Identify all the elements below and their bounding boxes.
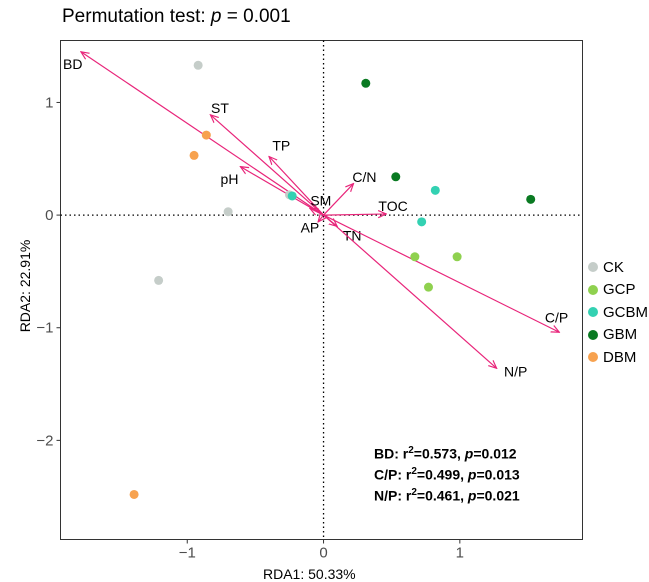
arrow-tp [269,157,324,216]
legend-key [588,329,598,340]
legend-item-gbm: GBM [588,324,648,347]
legend-key [588,284,598,295]
legend-label: GBM [603,326,638,344]
point-dbm [201,130,211,140]
arrow-ph [240,167,324,216]
arrow-toc [323,214,387,215]
arrow-label: SM [310,192,331,208]
point-dbm [189,150,199,160]
arrow-st [210,115,324,216]
x-tick-label: 0 [319,545,327,562]
stat-line: N/P: r2=0.461, p=0.021 [374,487,520,504]
point-gbm [391,172,401,182]
legend: CK GCP GCBM GBM DBM [588,256,648,369]
y-axis-label: RDA2: 22.91% [17,239,33,333]
point-gbm [361,78,371,88]
arrow-label: BD [63,56,82,72]
arrow-label: AP [301,219,320,235]
legend-label: GCP [603,281,636,299]
arrow-label: TP [272,137,290,153]
arrow-ap [318,215,323,222]
y-tick-label: 0 [45,207,53,224]
point-gbm [526,194,536,204]
point-gcbm [417,217,427,227]
arrow-n-p [323,214,497,368]
chart-title: Permutation test: p = 0.001 [62,6,291,27]
point-ck [154,275,164,285]
arrow-label: TOC [378,198,407,214]
point-gcbm [430,185,440,195]
point-gcp [423,282,433,292]
arrow-label: C/N [352,169,376,185]
legend-key [588,262,598,273]
arrow-label: C/P [545,310,568,326]
legend-key [588,307,598,318]
legend-item-ck: CK [588,256,648,279]
arrow-c-p [323,214,560,332]
correlation-stats: BD: r2=0.573, p=0.012 C/P: r2=0.499, p=0.… [374,440,520,504]
arrow-label: ST [211,100,229,116]
point-gcbm [287,191,297,201]
arrow-c-n [323,184,354,216]
legend-label: CK [603,258,624,276]
legend-item-dbm: DBM [588,346,648,369]
point-dbm [129,489,139,499]
stat-line: BD: r2=0.573, p=0.012 [374,445,517,462]
legend-label: GCBM [603,303,648,321]
point-ck [223,207,233,217]
y-tick-label: 1 [45,94,53,111]
arrow-label: N/P [504,364,527,380]
stat-line: C/P: r2=0.499, p=0.013 [374,466,520,483]
legend-key [588,352,598,363]
y-tick-label: −1 [36,320,53,337]
plot-panel-border [60,40,583,540]
y-tick-label: −2 [36,432,53,449]
point-ck [193,60,203,70]
x-tick-label: −1 [179,545,196,562]
x-axis-label: RDA1: 50.33% [263,566,356,582]
legend-item-gcp: GCP [588,279,648,302]
legend-item-gcbm: GCBM [588,301,648,324]
point-gcp [452,252,462,262]
arrow-label: pH [221,171,239,187]
legend-label: DBM [603,348,637,366]
point-gcp [410,252,420,262]
x-tick-label: 1 [456,545,464,562]
